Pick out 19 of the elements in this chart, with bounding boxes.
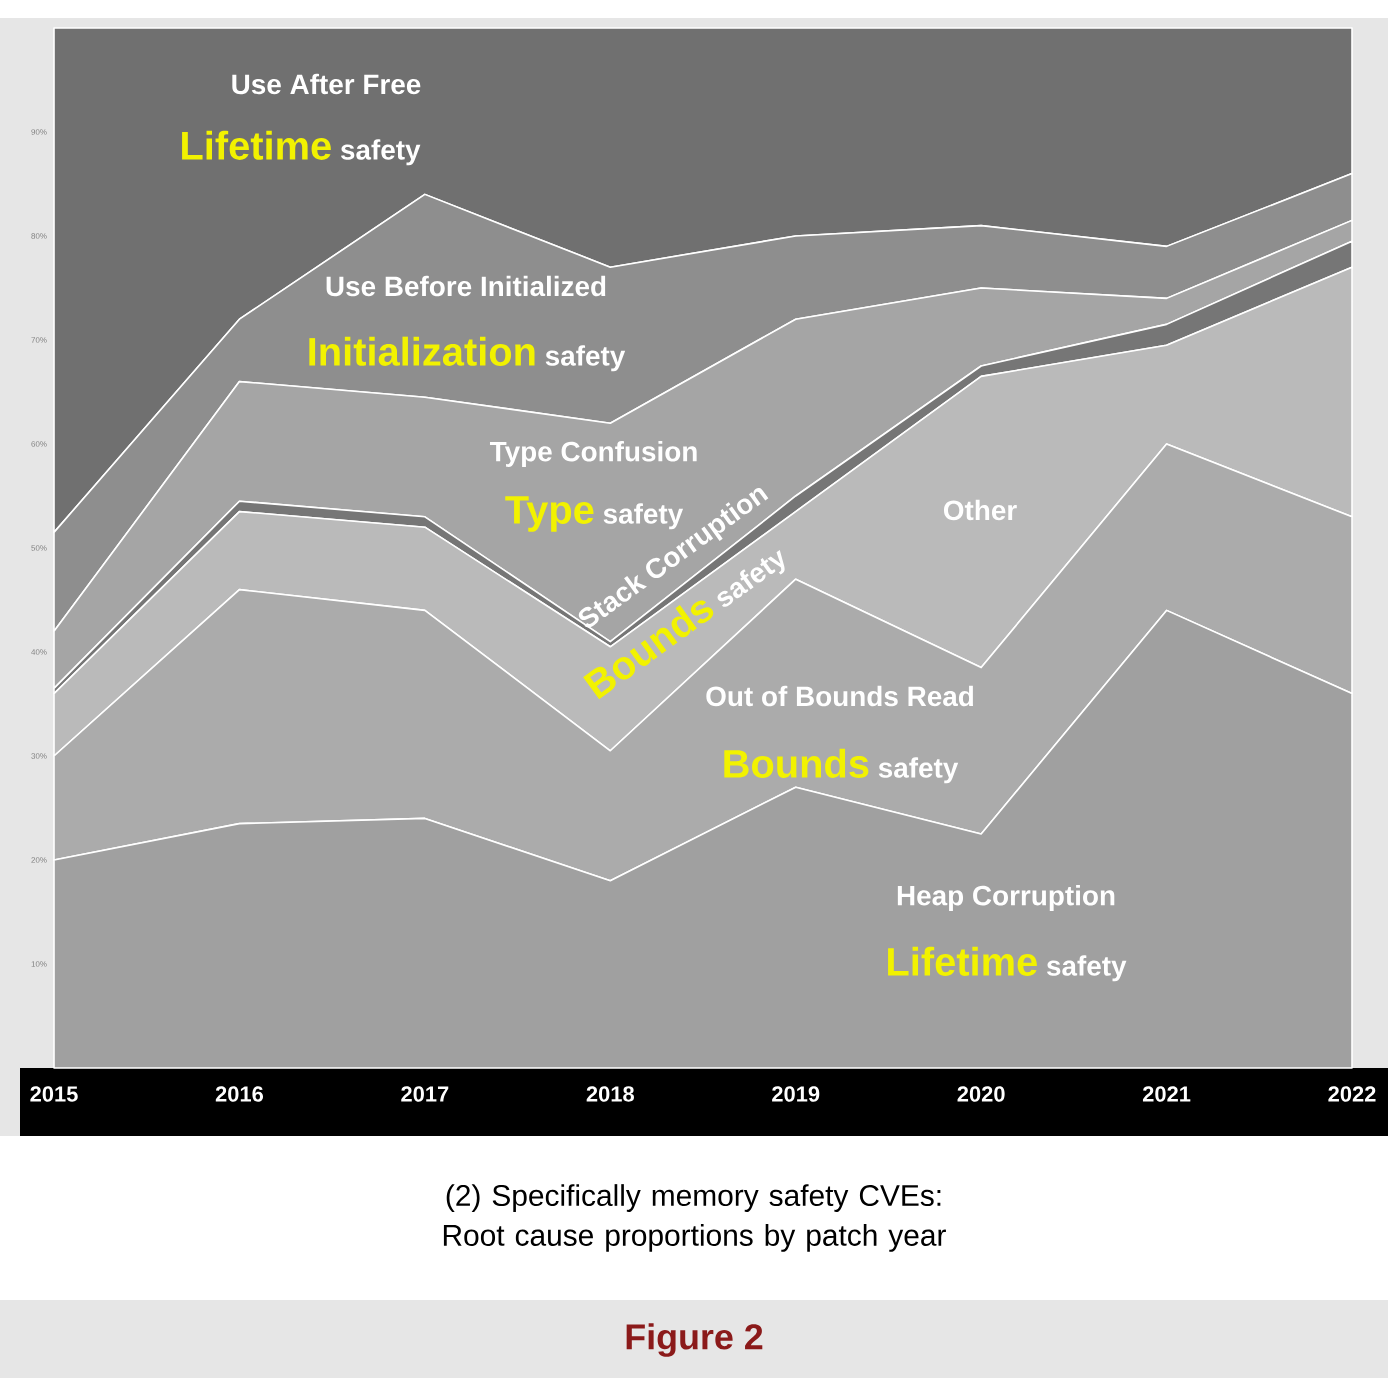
annotation: Lifetime safety (888, 946, 1127, 982)
x-tick-label: 2019 (772, 1086, 820, 1102)
x-tick-label: 2017 (401, 1086, 449, 1102)
annotation: Use After Free (232, 73, 421, 95)
annotation: Lifetime safety (182, 130, 421, 166)
x-tick-label: 2015 (30, 1086, 78, 1102)
annotation: Use Before Initialized (326, 275, 606, 297)
x-tick-label: 2021 (1142, 1086, 1191, 1102)
annotation: Initialization safety (309, 336, 626, 372)
text: Figure 2 (626, 1323, 763, 1357)
x-tick-label: 2022 (1328, 1086, 1376, 1102)
annotation: Heap Corruption (897, 884, 1115, 911)
text: (2) Specifically memory safety CVEs: Root cause proportions by patch year (443, 1184, 946, 1252)
annotation: Other (943, 499, 1017, 521)
x-tick-label: 2016 (215, 1086, 264, 1102)
x-tick-label: 2020 (957, 1086, 1005, 1102)
annotation: Type Confusion (489, 440, 697, 467)
annotation: Bounds safety (724, 748, 959, 784)
x-tick-label: 2018 (586, 1086, 634, 1102)
